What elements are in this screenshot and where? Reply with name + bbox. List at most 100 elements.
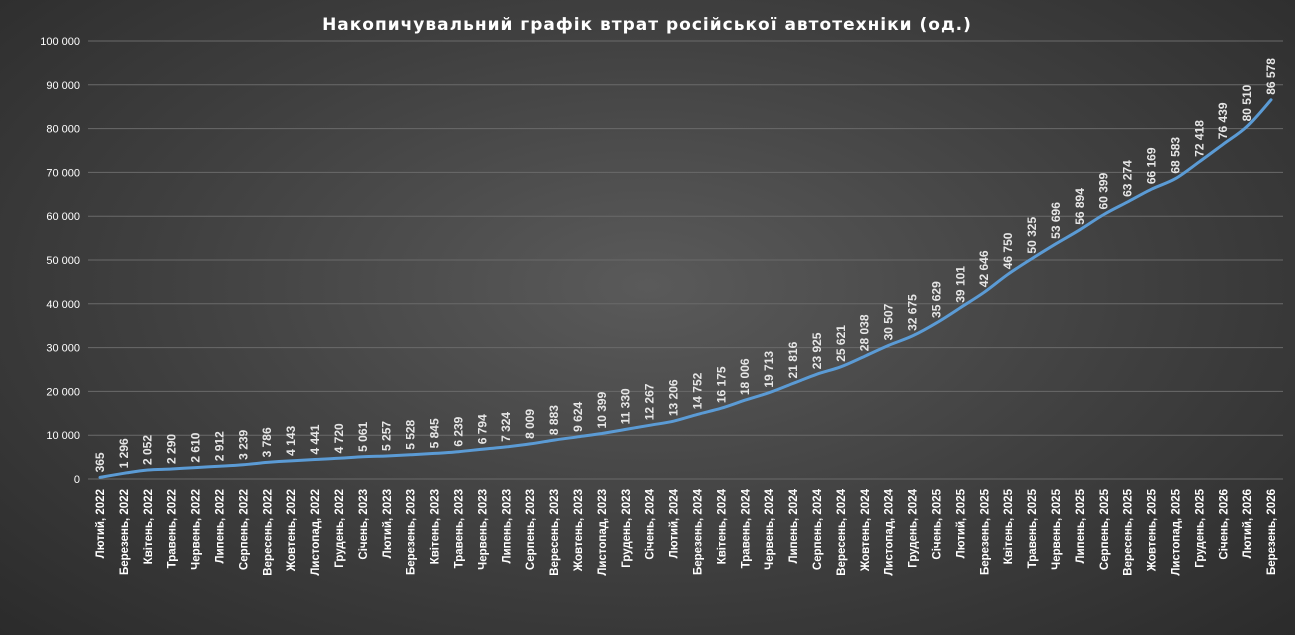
data-label: 7 324 xyxy=(499,412,513,442)
y-tick-label: 60 000 xyxy=(46,211,80,223)
data-label: 35 629 xyxy=(929,281,943,318)
data-label: 72 418 xyxy=(1192,120,1206,157)
x-tick-label: Квітень, 2024 xyxy=(716,488,728,564)
x-tick-label: Березень, 2026 xyxy=(1266,489,1278,575)
grid-layer xyxy=(88,40,1283,480)
data-label: 80 510 xyxy=(1240,84,1254,121)
data-label: 365 xyxy=(93,452,107,472)
y-tick-label: 20 000 xyxy=(46,386,80,398)
x-tick-label: Вересень, 2023 xyxy=(549,489,561,576)
data-label: 25 621 xyxy=(834,325,848,362)
chart-title: Накопичувальний графік втрат російської … xyxy=(322,15,972,35)
data-label: 4 720 xyxy=(332,423,346,453)
data-label: 21 816 xyxy=(786,341,800,378)
data-label: 23 925 xyxy=(810,332,824,369)
x-tick-label: Червень, 2022 xyxy=(191,489,203,570)
data-label: 2 912 xyxy=(212,431,226,461)
data-label: 60 399 xyxy=(1097,172,1111,209)
x-tick-label: Березень, 2025 xyxy=(979,488,991,575)
data-label: 6 239 xyxy=(451,416,465,446)
x-tick-label: Грудень, 2025 xyxy=(1194,488,1206,567)
x-tick-label: Жовтень, 2024 xyxy=(860,488,872,572)
y-tick-label: 100 000 xyxy=(40,36,80,48)
x-tick-label: Грудень, 2022 xyxy=(334,489,346,568)
x-tick-label: Травень, 2024 xyxy=(740,488,752,568)
y-tick-label: 10 000 xyxy=(46,430,80,442)
x-tick-label: Липень, 2025 xyxy=(1075,488,1087,563)
x-axis-ticks: Лютий, 2022 Березень, 2022 Квітень, 2022 Тр… xyxy=(95,488,1278,575)
x-tick-label: Січень, 2026 xyxy=(1218,489,1230,560)
data-label: 68 583 xyxy=(1168,137,1182,174)
x-tick-label: Січень, 2025 xyxy=(931,488,943,559)
x-tick-label: Листопад, 2023 xyxy=(597,489,609,576)
data-label: 8 009 xyxy=(523,409,537,439)
data-label: 3 786 xyxy=(260,427,274,457)
x-tick-label: Серпень, 2024 xyxy=(812,488,824,570)
x-tick-label: Січень, 2023 xyxy=(358,489,370,560)
x-tick-label: Травень, 2023 xyxy=(453,489,465,568)
data-label: 5 845 xyxy=(428,418,442,448)
y-tick-label: 30 000 xyxy=(46,343,80,355)
x-tick-label: Грудень, 2023 xyxy=(621,489,633,568)
x-tick-label: Березень, 2024 xyxy=(692,488,704,575)
y-tick-label: 0 xyxy=(74,474,80,486)
data-label: 4 143 xyxy=(284,425,298,455)
x-tick-label: Вересень, 2025 xyxy=(1123,488,1135,575)
data-label: 42 646 xyxy=(977,250,991,287)
x-tick-label: Лютий, 2026 xyxy=(1242,489,1254,558)
data-labels: 365 1 296 2 052 2 290 2 610 2 912 3 239 3 786 4 … xyxy=(93,58,1278,473)
data-label: 2 052 xyxy=(141,435,155,465)
data-label: 1 296 xyxy=(117,438,131,468)
x-tick-label: Лютий, 2023 xyxy=(382,489,394,558)
x-tick-label: Березень, 2023 xyxy=(406,489,418,575)
x-tick-label: Серпень, 2025 xyxy=(1099,488,1111,570)
x-tick-label: Січень, 2024 xyxy=(645,488,657,559)
x-tick-label: Серпень, 2023 xyxy=(525,489,537,570)
x-tick-label: Липень, 2022 xyxy=(214,489,226,563)
data-label: 14 752 xyxy=(690,372,704,409)
x-tick-label: Лютий, 2022 xyxy=(95,489,107,558)
x-tick-label: Листопад, 2022 xyxy=(310,489,322,576)
data-label: 6 794 xyxy=(475,414,489,444)
data-label: 3 239 xyxy=(236,429,250,459)
y-tick-label: 90 000 xyxy=(46,80,80,92)
x-tick-label: Вересень, 2022 xyxy=(262,489,274,576)
x-tick-label: Березень, 2022 xyxy=(119,489,131,575)
data-label: 8 883 xyxy=(547,405,561,435)
x-tick-label: Липень, 2023 xyxy=(501,489,513,563)
y-axis-ticks: 0 10 000 20 000 30 000 40 000 50 000 60 000 70 … xyxy=(40,36,80,486)
data-label: 5 061 xyxy=(356,421,370,451)
x-tick-label: Грудень, 2024 xyxy=(908,488,920,567)
x-tick-label: Червень, 2024 xyxy=(764,488,776,569)
data-label: 10 399 xyxy=(595,391,609,428)
series-line xyxy=(98,98,1273,479)
y-tick-label: 70 000 xyxy=(46,167,80,179)
x-tick-label: Листопад, 2024 xyxy=(884,488,896,575)
data-label: 46 750 xyxy=(1001,232,1015,269)
data-label: 11 330 xyxy=(619,388,633,424)
data-label: 50 325 xyxy=(1025,217,1039,254)
data-label: 63 274 xyxy=(1121,160,1135,197)
data-label: 2 610 xyxy=(189,432,203,462)
data-label: 28 038 xyxy=(858,314,872,351)
x-tick-label: Липень, 2024 xyxy=(788,488,800,563)
data-label: 12 267 xyxy=(643,383,657,420)
data-label: 5 528 xyxy=(404,419,418,449)
y-tick-label: 80 000 xyxy=(46,124,80,136)
x-tick-label: Лютий, 2025 xyxy=(955,488,967,558)
x-tick-label: Серпень, 2022 xyxy=(238,489,250,570)
x-tick-label: Квітень, 2025 xyxy=(1003,488,1015,564)
data-label: 13 206 xyxy=(667,379,681,416)
x-tick-label: Вересень, 2024 xyxy=(836,488,848,575)
x-tick-label: Жовтень, 2025 xyxy=(1147,488,1159,572)
data-label: 76 439 xyxy=(1216,102,1230,139)
data-label: 16 175 xyxy=(714,366,728,403)
data-label: 19 713 xyxy=(762,351,776,388)
data-label: 4 441 xyxy=(308,424,322,454)
data-label: 18 006 xyxy=(738,358,752,395)
data-label: 56 894 xyxy=(1073,188,1087,225)
x-tick-label: Лютий, 2024 xyxy=(669,488,681,558)
x-tick-label: Квітень, 2023 xyxy=(430,489,442,564)
